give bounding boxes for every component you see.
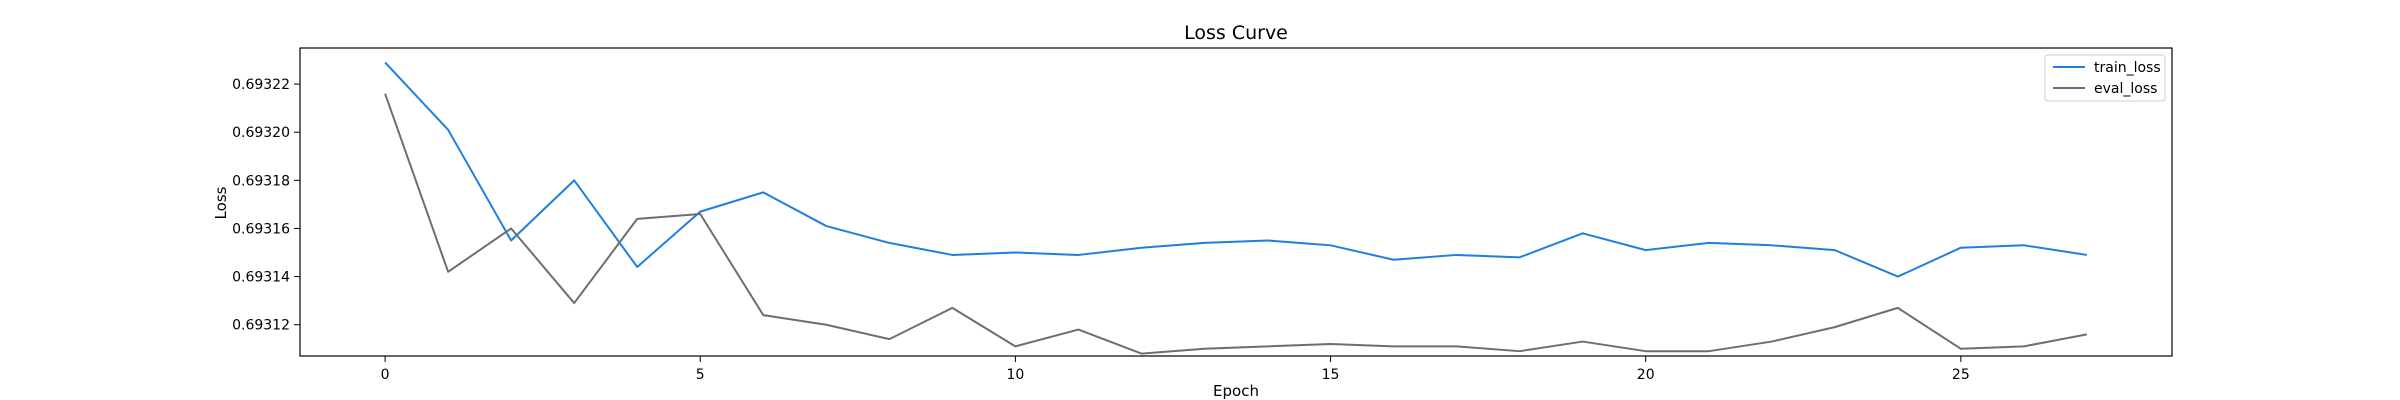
series-line-train-loss <box>384 61 2088 278</box>
y-tick-label: 0.69320 <box>232 125 290 141</box>
y-axis-ticks: 0.69312 0.69314 0.69316 0.69318 0.69320 0.693… <box>232 77 300 334</box>
y-axis-label: Loss <box>212 186 230 219</box>
y-tick-label: 0.69314 <box>232 270 290 286</box>
series-line-eval-loss <box>384 93 2088 355</box>
x-axis-label: Epoch <box>1213 382 1259 400</box>
legend-label-train-loss: train_loss <box>2094 60 2161 76</box>
chart-title: Loss Curve <box>1184 22 1288 44</box>
x-axis-ticks: 0 5 10 15 20 25 <box>381 356 1970 383</box>
y-tick-label: 0.69322 <box>232 77 290 93</box>
x-tick-label: 20 <box>1637 367 1655 383</box>
series-layer <box>384 61 2088 355</box>
y-tick-label: 0.69318 <box>232 173 290 189</box>
x-tick-label: 0 <box>381 367 390 383</box>
y-tick-label: 0.69316 <box>232 221 290 237</box>
plot-frame <box>299 47 2173 357</box>
x-tick-label: 10 <box>1006 367 1024 383</box>
y-tick-label: 0.69312 <box>232 318 290 334</box>
legend-label-eval-loss: eval_loss <box>2094 81 2157 97</box>
x-tick-label: 5 <box>696 367 705 383</box>
x-tick-label: 25 <box>1952 367 1970 383</box>
legend: train_loss eval_loss <box>2044 54 2166 102</box>
x-tick-label: 15 <box>1322 367 1340 383</box>
